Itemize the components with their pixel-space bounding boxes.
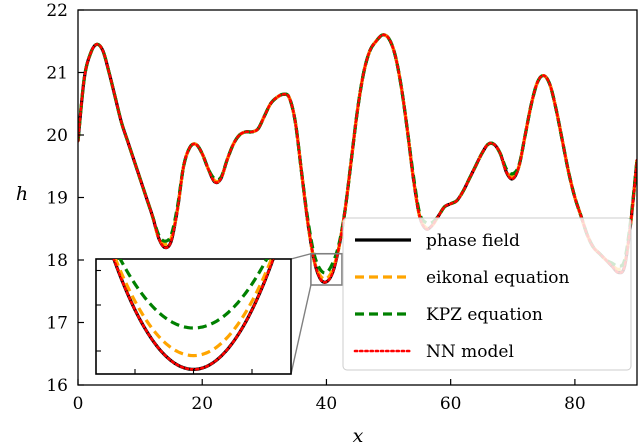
y-tick-label: 17 — [46, 314, 68, 334]
y-tick-label: 21 — [46, 64, 68, 84]
x-tick-label: 60 — [440, 394, 462, 414]
legend-label-phase-field: phase field — [426, 231, 520, 251]
zoom-indicator — [290, 252, 343, 375]
inset-ticks — [96, 269, 253, 374]
legend-label-kpz-equation: KPZ equation — [426, 305, 543, 325]
y-axis-label: h — [16, 183, 28, 205]
axis-ticks: 0 20 40 60 80 16 17 18 19 20 21 22 — [46, 1, 585, 414]
y-tick-label: 20 — [46, 126, 68, 146]
x-tick-label: 20 — [191, 394, 213, 414]
x-axis-label: x — [353, 425, 364, 446]
inset-series-line-kpz-equation — [118, 259, 269, 330]
x-tick-label: 0 — [73, 394, 84, 414]
legend-label-eikonal-equation: eikonal equation — [426, 268, 569, 288]
zoom-region-box — [310, 252, 343, 286]
series-layer — [78, 33, 637, 284]
legend: phase field eikonal equation KPZ equation N… — [342, 217, 632, 371]
inset-series-line-eikonal-equation — [113, 259, 274, 358]
y-tick-label: 22 — [46, 1, 68, 21]
x-tick-label: 40 — [316, 394, 338, 414]
legend-label-nn-model: NN model — [426, 342, 514, 362]
series-line-nn-model — [78, 33, 637, 284]
x-tick-label: 80 — [564, 394, 586, 414]
y-tick-label: 19 — [46, 189, 68, 209]
y-tick-label: 18 — [46, 251, 68, 271]
y-tick-label: 16 — [46, 376, 68, 396]
legend-box — [342, 217, 632, 371]
zoom-connector-line — [290, 284, 312, 375]
zoom-connector-line — [290, 253, 312, 260]
